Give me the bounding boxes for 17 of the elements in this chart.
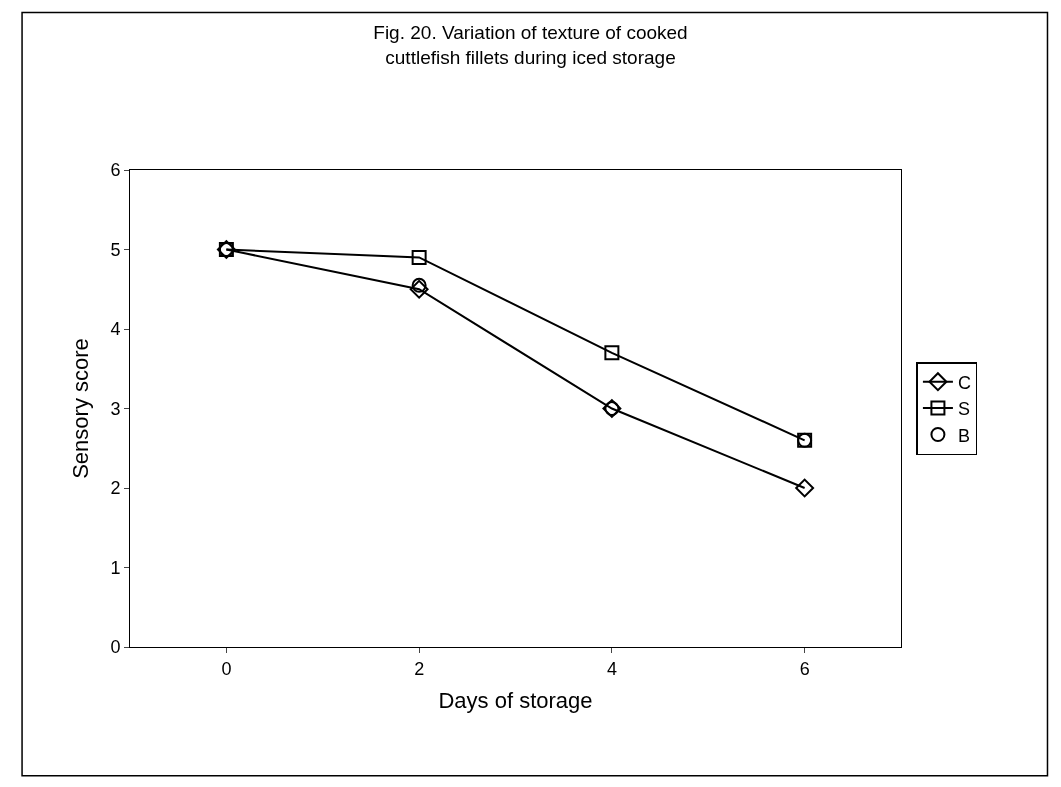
y-tick-label: 5	[110, 239, 121, 260]
legend-label: C	[957, 372, 971, 393]
x-tick-label: 4	[606, 658, 617, 679]
y-tick-label: 3	[110, 398, 121, 419]
x-tick-label: 2	[414, 658, 425, 679]
x-tick-label: 0	[221, 658, 232, 679]
x-tick-label: 6	[799, 658, 810, 679]
y-tick-label: 1	[110, 557, 121, 578]
legend-label: B	[957, 425, 970, 446]
y-tick-label: 2	[110, 478, 121, 499]
legend-label: S	[957, 399, 970, 420]
y-tick-label: 0	[110, 637, 121, 658]
chart-title: Fig. 20. Variation of texture of cooked cuttlefish fillets during iced storage	[373, 22, 688, 69]
y-tick-label: 6	[110, 160, 121, 181]
y-tick-label: 4	[110, 319, 121, 340]
y-axis-title: Sensory score	[68, 338, 94, 479]
x-axis-title: Days of storage	[438, 688, 593, 714]
